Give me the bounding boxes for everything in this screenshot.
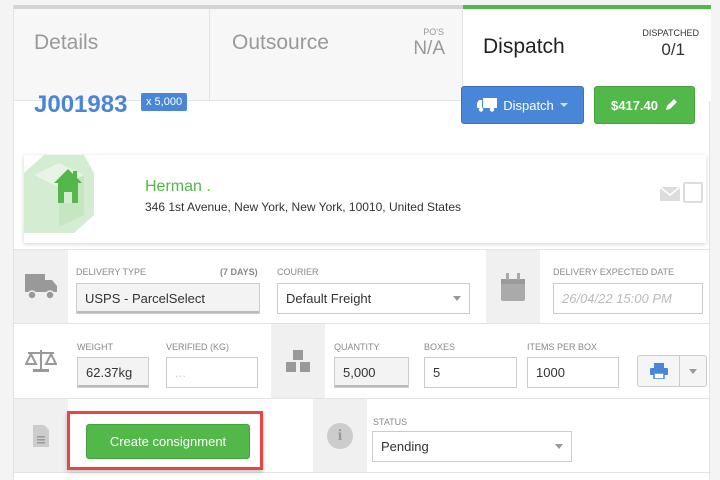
weight-field[interactable]: 62.37kg (77, 357, 149, 388)
consignment-row: Create consignment i STATUS Pending (14, 398, 711, 473)
boxes-label: BOXES (424, 342, 456, 352)
truck-icon (25, 273, 57, 300)
calendar-icon-cell (486, 250, 540, 323)
tab-bar: Details Outsource PO'S N/A Dispatch DISP… (14, 5, 711, 101)
pencil-icon (666, 99, 677, 110)
dispatch-panel: Details Outsource PO'S N/A Dispatch DISP… (13, 5, 711, 480)
info-icon-cell: i (313, 399, 367, 472)
delivery-days-label: (7 DAYS) (220, 267, 258, 277)
po-label: PO'S (423, 27, 444, 37)
price-label: $417.40 (611, 97, 658, 113)
document-icon-cell (14, 399, 68, 472)
dispatched-value: 0/1 (661, 40, 685, 59)
delivery-row: DELIVERY TYPE (7 DAYS) USPS - ParcelSele… (14, 249, 711, 323)
print-options-dropdown[interactable] (679, 355, 707, 387)
quantity-badge: x 5,000 (141, 93, 188, 111)
verified-label: VERIFIED (KG) (166, 342, 230, 352)
balance-scale-icon (25, 350, 57, 372)
tab-outsource[interactable]: Outsource PO'S N/A (210, 9, 463, 100)
boxes-value: 5 (433, 365, 441, 380)
dispatched-label: DISPATCHED (642, 28, 699, 38)
quantity-label: QUANTITY (334, 342, 380, 352)
delivery-type-value: USPS - ParcelSelect (85, 291, 205, 306)
delivery-type-field[interactable]: USPS - ParcelSelect (76, 283, 260, 314)
document-icon (33, 424, 49, 447)
delivery-date-label: DELIVERY EXPECTED DATE (553, 267, 675, 277)
print-button[interactable] (637, 355, 680, 387)
recipient-name: Herman . (145, 178, 211, 195)
price-edit-button[interactable]: $417.40 (594, 86, 695, 124)
address-line: 346 1st Avenue, New York, New York, 1001… (145, 200, 461, 214)
status-select[interactable]: Pending (372, 431, 572, 462)
job-number: J001983 (34, 91, 128, 118)
create-consignment-button[interactable]: Create consignment (86, 424, 250, 459)
verified-placeholder: ... (175, 365, 186, 380)
boxes-input[interactable]: 5 (424, 357, 517, 388)
home-icon (24, 155, 94, 233)
weight-value: 62.37kg (86, 365, 133, 380)
dispatch-button[interactable]: Dispatch (461, 86, 584, 124)
delivery-type-label: DELIVERY TYPE (76, 267, 147, 277)
chevron-down-icon (559, 103, 568, 107)
envelope-icon[interactable] (660, 187, 680, 201)
dispatch-button-label: Dispatch (503, 97, 554, 113)
po-value: N/A (413, 38, 445, 59)
truck-icon (477, 98, 498, 112)
weights-row: WEIGHT 62.37kg VERIFIED (KG) ... QUANTIT… (14, 323, 711, 398)
status-value: Pending (381, 439, 429, 454)
select-checkbox[interactable] (683, 182, 703, 203)
chevron-down-icon (555, 444, 563, 449)
boxes-icon (286, 350, 310, 372)
tab-details-label: Details (34, 31, 99, 54)
info-icon: i (327, 422, 353, 449)
items-per-box-value: 1000 (536, 365, 565, 380)
delivery-date-placeholder: 26/04/22 15:00 PM (562, 291, 672, 306)
courier-label: COURIER (277, 267, 319, 277)
items-per-box-input[interactable]: 1000 (527, 357, 619, 388)
address-card: Herman . 346 1st Avenue, New York, New Y… (24, 155, 706, 243)
tab-details[interactable]: Details (14, 9, 210, 100)
boxes-icon-cell (271, 324, 325, 398)
calendar-icon (501, 272, 525, 301)
verified-weight-input[interactable]: ... (166, 357, 258, 388)
scale-icon-cell (14, 324, 68, 398)
chevron-down-icon (453, 296, 461, 301)
truck-icon-cell (14, 250, 68, 323)
printer-icon (649, 363, 668, 379)
create-consignment-label: Create consignment (109, 434, 227, 449)
quantity-field[interactable]: 5,000 (334, 357, 409, 388)
quantity-value: 5,000 (343, 365, 376, 380)
chevron-down-icon (689, 369, 697, 374)
tab-dispatch-label: Dispatch (483, 35, 565, 58)
weight-label: WEIGHT (77, 342, 113, 352)
courier-value: Default Freight (286, 291, 372, 306)
highlight-box (67, 411, 263, 470)
tab-outsource-label: Outsource (232, 31, 329, 54)
status-label: STATUS (373, 417, 408, 427)
tab-dispatch[interactable]: Dispatch DISPATCHED 0/1 (463, 5, 711, 101)
courier-select[interactable]: Default Freight (277, 283, 470, 314)
items-per-box-label: ITEMS PER BOX (527, 342, 598, 352)
delivery-date-field[interactable]: 26/04/22 15:00 PM (553, 283, 703, 314)
